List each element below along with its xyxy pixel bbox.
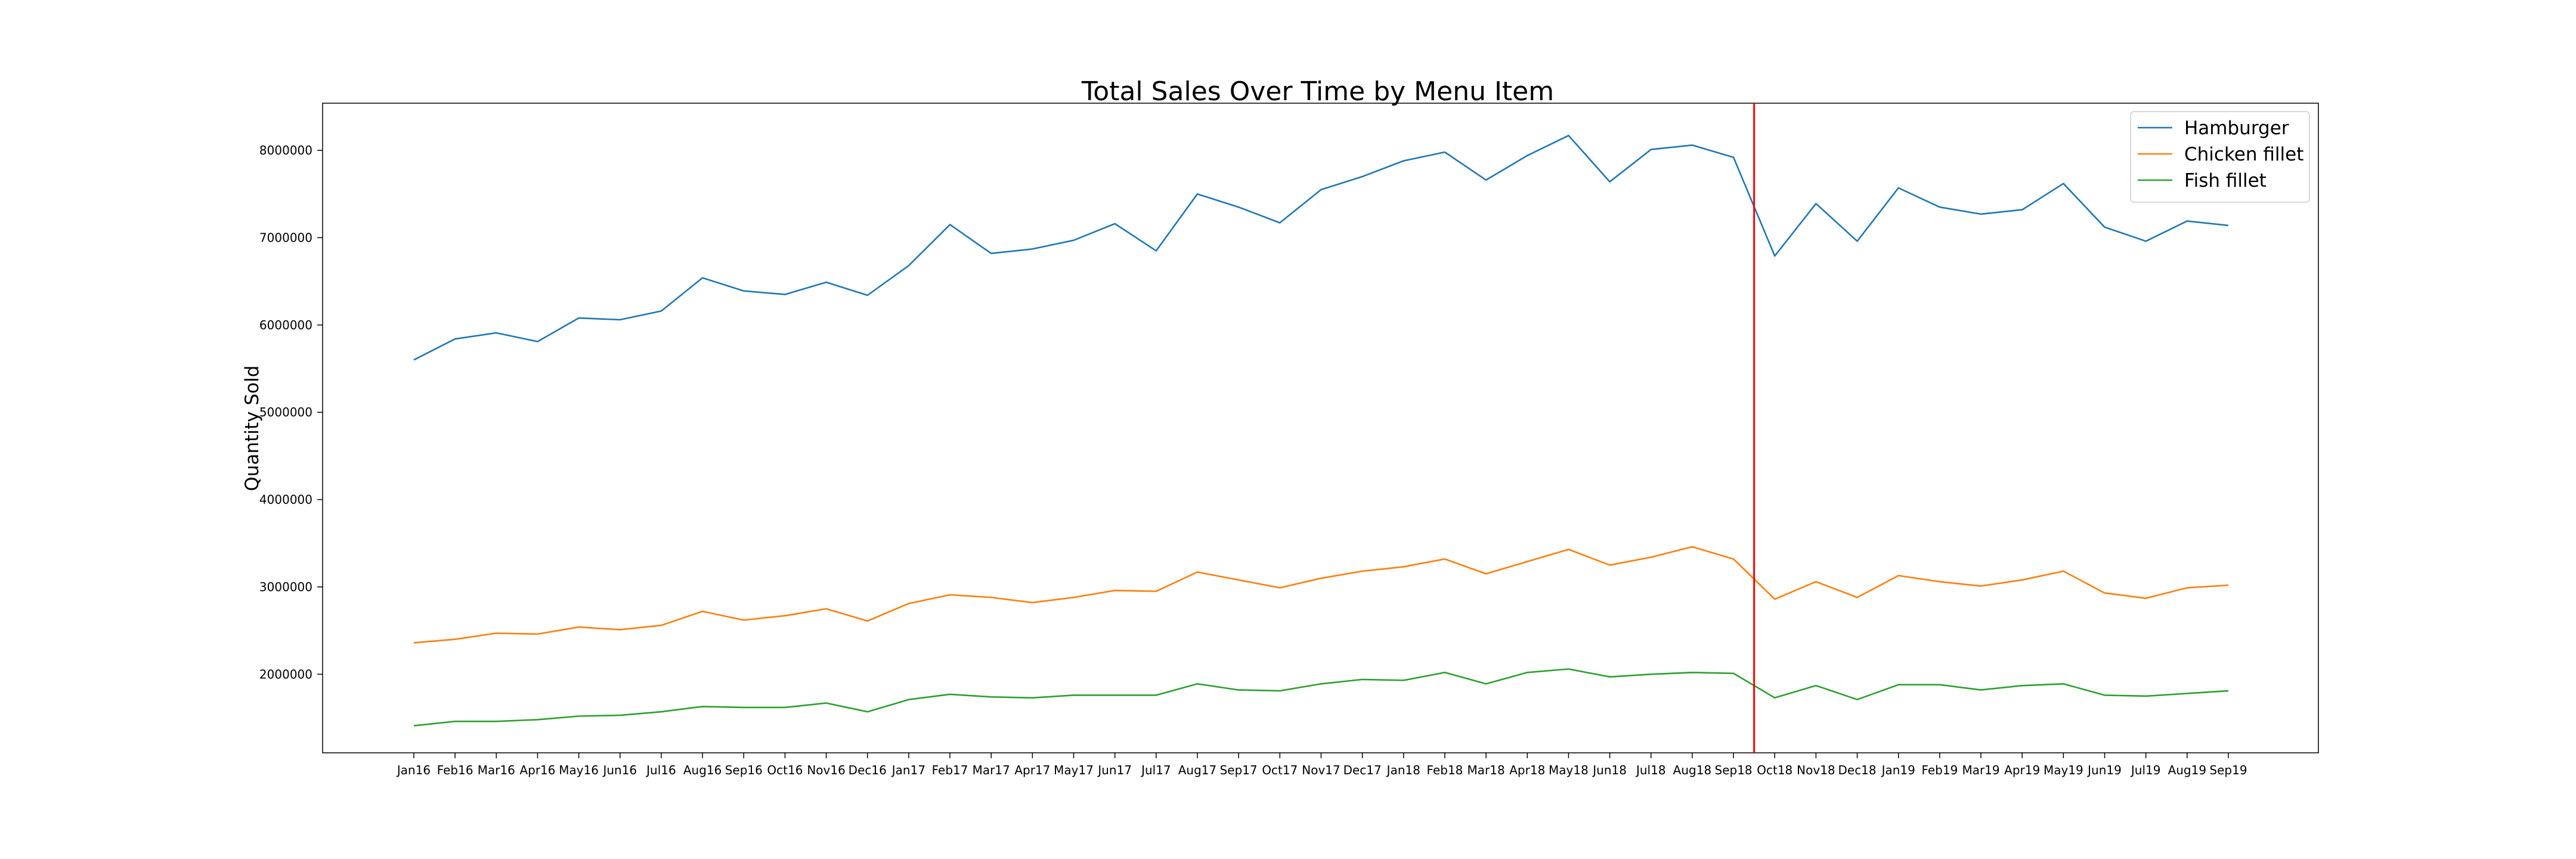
x-tick-label: Apr19 [2004,763,2040,777]
x-tick-label: Mar17 [973,763,1010,777]
x-tick-label: Nov16 [807,763,845,777]
x-tick-label: Jun16 [602,763,637,777]
series-line-hamburger [413,134,2229,361]
x-tick-label: Oct16 [767,763,803,777]
y-tick-label: 5000000 [259,405,312,419]
x-tick-label: Jun19 [2086,763,2122,777]
x-tick-label: May17 [1054,763,1094,777]
legend-box [2130,111,2310,203]
x-tick-label: Aug18 [1673,763,1712,777]
x-tick-label: Apr16 [519,763,555,777]
x-tick-label: Dec18 [1838,763,1876,777]
x-tick-label: Sep18 [1715,763,1753,777]
x-tick-label: Jan17 [891,763,925,777]
y-tick-label: 4000000 [259,493,312,507]
x-tick-label: Aug19 [2168,763,2207,777]
x-tick-label: Jul19 [2130,763,2161,777]
x-tick-label: Feb18 [1427,763,1463,777]
x-tick-label: Jun17 [1097,763,1132,777]
y-tick-label: 6000000 [259,318,312,332]
y-tick-label: 7000000 [259,230,312,245]
x-tick-label: Mar16 [478,763,515,777]
x-tick-label: Mar18 [1467,763,1505,777]
x-tick-label: Apr18 [1509,763,1545,777]
x-tick-label: Feb19 [1921,763,1958,777]
x-tick-label: Sep17 [1220,763,1258,777]
x-tick-label: Oct17 [1262,763,1298,777]
x-tick-label: Jul16 [645,763,676,777]
series-line-chicken-fillet [413,546,2229,644]
x-tick-label: May16 [559,763,599,777]
x-tick-label: Jul18 [1635,763,1666,777]
x-tick-label: May19 [2044,763,2083,777]
x-tick-label: Jan19 [1881,763,1915,777]
y-tick-label: 2000000 [259,667,312,681]
series-line-fish-fillet [413,668,2229,727]
x-tick-label: Apr17 [1014,763,1050,777]
y-tick-label: 8000000 [259,143,312,157]
x-tick-label: Dec16 [849,763,887,777]
x-tick-label: Jan18 [1386,763,1420,777]
x-tick-label: Nov18 [1797,763,1835,777]
x-tick-label: Sep19 [2209,763,2247,777]
x-tick-label: Jan16 [396,763,431,777]
x-tick-label: Dec17 [1343,763,1382,777]
legend-label-hamburger: Hamburger [2184,118,2289,139]
x-tick-label: Sep16 [725,763,763,777]
y-tick-label: 3000000 [259,580,312,594]
y-axis-label: Quantity Sold [242,366,263,492]
x-tick-label: May18 [1549,763,1589,777]
plot-area: 2000000 3000000 4000000 5000000 6000000 70000… [259,103,2319,777]
x-tick-label: Jun18 [1592,763,1627,777]
x-tick-label: Feb16 [437,763,473,777]
legend: Hamburger Chicken fillet Fish fillet [2130,111,2310,203]
x-tick-label: Mar19 [1962,763,1999,777]
x-tick-label: Feb17 [932,763,968,777]
x-tick-label: Aug17 [1178,763,1217,777]
x-tick-label: Aug16 [683,763,722,777]
x-tick-label: Jul17 [1140,763,1171,777]
plot-frame [322,103,2319,753]
x-tick-label: Nov17 [1302,763,1340,777]
legend-label-chicken-fillet: Chicken fillet [2184,144,2303,165]
legend-label-fish-fillet: Fish fillet [2184,170,2267,191]
x-tick-label: Oct18 [1757,763,1792,777]
chart-title: Total Sales Over Time by Menu Item [1081,76,1554,107]
